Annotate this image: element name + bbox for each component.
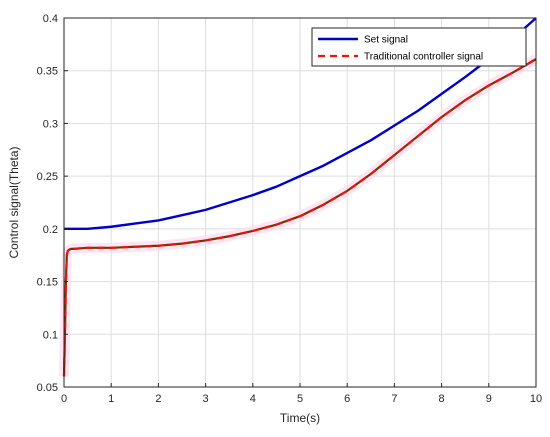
x-tick-label: 4 [250, 393, 256, 405]
x-tick-label: 5 [297, 393, 303, 405]
y-tick-label: 0.05 [37, 382, 58, 394]
legend-box [311, 27, 527, 67]
x-tick-label: 3 [203, 393, 209, 405]
x-tick-label: 1 [108, 393, 114, 405]
legend: Set signal Traditional controller signal [311, 27, 527, 67]
y-tick-label: 0.35 [37, 66, 58, 78]
ticks: 0 1 2 3 4 5 6 7 8 9 10 0.05 0.1 0.15 0.2 0.25 0.3 0.35 0.4 [37, 13, 543, 405]
y-tick-label: 0.4 [43, 13, 58, 25]
y-tick-label: 0.2 [43, 224, 58, 236]
y-tick-label: 0.15 [37, 277, 58, 289]
series-line-set [64, 17, 537, 231]
y-tick-label: 0.3 [43, 118, 58, 130]
x-axis-label: Time(s) [280, 411, 320, 425]
series-layer [59, 17, 539, 377]
x-tick-label: 2 [155, 393, 161, 405]
legend-entry-label: Set signal [364, 35, 408, 46]
y-tick-label: 0.1 [43, 329, 58, 341]
y-axis-label: Control signal(Theta) [7, 146, 21, 258]
x-tick-label: 10 [530, 393, 542, 405]
series-line-traditional [62, 58, 537, 377]
y-tick-label: 0.25 [37, 171, 58, 183]
x-tick-label: 8 [439, 393, 445, 405]
x-tick-label: 7 [391, 393, 397, 405]
x-tick-label: 9 [486, 393, 492, 405]
legend-entry-label: Traditional controller signal [364, 52, 483, 63]
x-tick-label: 6 [344, 393, 350, 405]
x-tick-label: 0 [61, 393, 67, 405]
